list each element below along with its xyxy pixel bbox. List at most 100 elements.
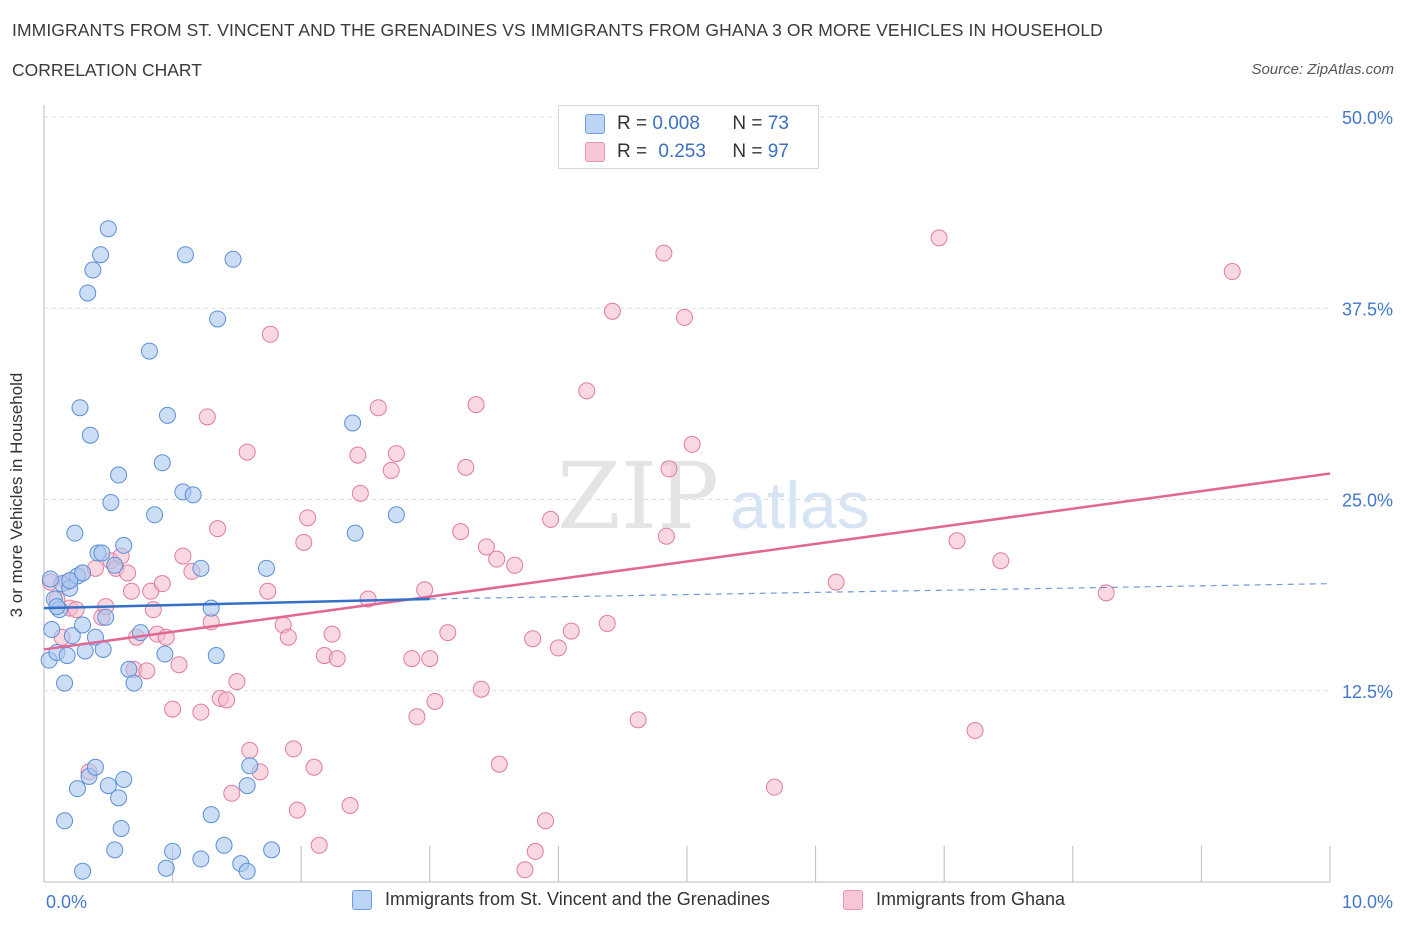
- legend-r-value: 0.008: [652, 113, 700, 134]
- ghana-point: [439, 624, 457, 642]
- st-vincent-point: [241, 757, 259, 775]
- ghana-point: [966, 722, 984, 740]
- ghana-point: [387, 445, 405, 463]
- st-vincent-point: [92, 246, 110, 264]
- ghana-point: [67, 601, 85, 619]
- st-vincent-point: [84, 261, 102, 279]
- st-vincent-point: [93, 544, 111, 562]
- ghana-point: [351, 484, 369, 502]
- chart-title: IMMIGRANTS FROM ST. VINCENT AND THE GREN…: [12, 20, 1103, 40]
- ghana-point: [506, 556, 524, 574]
- legend-r-label: R =: [617, 113, 648, 134]
- ghana-point: [488, 550, 506, 568]
- ghana-point: [827, 573, 845, 591]
- ghana-point: [467, 396, 485, 414]
- st-vincent-point: [207, 647, 225, 665]
- ghana-point: [209, 520, 227, 538]
- ghana-point: [765, 778, 783, 796]
- legend-n-value: 73: [767, 113, 789, 134]
- y-tick-label: 50.0%: [1342, 108, 1393, 128]
- ghana-point: [295, 533, 313, 551]
- ghana-point: [349, 446, 367, 464]
- ghana-point: [238, 443, 256, 461]
- st-vincent-point: [71, 399, 89, 417]
- st-vincent-point: [94, 640, 112, 658]
- st-vincent-point: [257, 559, 275, 577]
- st-vincent-point: [58, 647, 76, 665]
- ghana-point: [549, 639, 567, 657]
- series-st-vincent-points: [40, 220, 405, 880]
- st-vincent-point: [102, 494, 120, 512]
- st-vincent-trend-extension: [429, 583, 1331, 600]
- tick-labels: 12.5% 25.0% 37.5% 50.0% 0.0% 10.0%: [46, 108, 1393, 912]
- ghana-point: [288, 801, 306, 819]
- legend-n-value: 97: [767, 141, 789, 162]
- trend-lines: [43, 472, 1331, 651]
- st-vincent-point: [74, 616, 92, 634]
- ghana-point: [457, 458, 475, 476]
- legend-swatch-blue: [585, 114, 605, 134]
- ghana-point: [1097, 584, 1115, 602]
- y-tick-label: 12.5%: [1342, 682, 1393, 702]
- st-vincent-point: [99, 777, 117, 795]
- ghana-point: [259, 582, 277, 600]
- st-vincent-point: [344, 414, 362, 432]
- st-vincent-point: [41, 570, 59, 588]
- x-tick-label-min: 0.0%: [46, 892, 87, 912]
- ghana-point: [218, 691, 236, 709]
- st-vincent-point: [61, 572, 79, 590]
- ghana-point: [542, 510, 560, 528]
- st-vincent-point: [110, 789, 128, 807]
- st-vincent-point: [202, 599, 220, 617]
- st-vincent-point: [387, 506, 405, 524]
- st-vincent-point: [164, 842, 182, 860]
- ghana-point: [299, 509, 317, 527]
- legend-n-label: N =: [732, 141, 763, 162]
- st-vincent-point: [184, 486, 202, 504]
- chart-subtitle: CORRELATION CHART: [12, 60, 202, 80]
- bottom-legend-ghana: Immigrants from Ghana: [843, 889, 1065, 910]
- ghana-point: [403, 650, 421, 668]
- ghana-point: [930, 229, 948, 247]
- watermark-atlas: atlas: [730, 468, 869, 542]
- ghana-point: [477, 538, 495, 556]
- ghana-point: [198, 408, 216, 426]
- ghana-point: [382, 461, 400, 479]
- ghana-point: [683, 435, 701, 453]
- st-vincent-point: [106, 841, 124, 859]
- ghana-point: [578, 382, 596, 400]
- source-credit: Source: ZipAtlas.com: [1251, 61, 1394, 78]
- ghana-point: [526, 842, 544, 860]
- ghana-point: [421, 650, 439, 668]
- st-vincent-point: [125, 674, 143, 692]
- ghana-point: [408, 708, 426, 726]
- st-vincent-point: [224, 250, 242, 268]
- bottom-legend-label: Immigrants from St. Vincent and the Gren…: [385, 889, 770, 909]
- ghana-point: [603, 302, 621, 320]
- ghana-point: [305, 758, 323, 776]
- st-vincent-point: [115, 536, 133, 554]
- st-vincent-point: [74, 564, 92, 582]
- ghana-point: [341, 797, 359, 814]
- ghana-point: [948, 532, 966, 550]
- watermark-zip: ZIP: [557, 443, 719, 550]
- bottom-legend-swatch-pink: [843, 889, 863, 910]
- ghana-point: [138, 662, 156, 680]
- ghana-point: [144, 601, 162, 619]
- ghana-point: [310, 836, 328, 854]
- st-vincent-point: [63, 627, 81, 645]
- legend-n-label: N =: [732, 113, 763, 134]
- st-vincent-point: [56, 674, 74, 692]
- ghana-point: [328, 650, 346, 668]
- ghana-point: [122, 582, 140, 600]
- x-tick-label-max: 10.0%: [1342, 892, 1393, 912]
- st-vincent-point: [238, 862, 256, 880]
- legend-r-value: 0.253: [658, 141, 706, 162]
- st-vincent-point: [106, 556, 124, 574]
- legend-row-st-vincent: R = 0.008 N = 73: [585, 112, 789, 136]
- ghana-point: [228, 673, 246, 691]
- ghana-point: [562, 622, 580, 640]
- series-ghana-points: [41, 229, 1241, 879]
- ghana-point: [516, 861, 534, 879]
- bottom-legend-swatch-blue: [352, 889, 372, 910]
